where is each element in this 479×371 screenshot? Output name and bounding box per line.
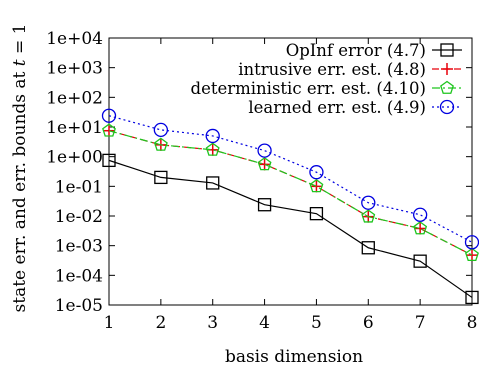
x-tick-label: 6 (363, 313, 374, 333)
data-point (206, 176, 220, 190)
legend-label: OpInf error (4.7) (286, 41, 426, 60)
data-point (257, 157, 272, 171)
data-point (258, 158, 271, 171)
x-tick-label: 1 (104, 313, 115, 333)
series-3 (101, 108, 479, 250)
y-tick-label: 1e+03 (46, 59, 103, 79)
data-point (361, 241, 375, 255)
data-point (154, 170, 168, 185)
data-point (257, 143, 272, 158)
y-axis-label-variable: t (10, 59, 30, 66)
data-point (102, 153, 116, 168)
legend-label: learned err. est. (4.9) (248, 98, 426, 117)
data-point (466, 249, 478, 262)
legend-item: learned err. est. (4.9) (248, 98, 462, 117)
y-axis-label-prefix: state err. and err. bounds at (10, 66, 30, 312)
plot-border (108, 37, 473, 306)
data-point (412, 207, 428, 222)
y-tick-label: 1e-05 (55, 296, 103, 316)
series-line (108, 115, 473, 243)
data-point (103, 124, 115, 137)
x-tick-label: 4 (259, 313, 270, 333)
y-tick-label: 1e-02 (55, 207, 103, 227)
x-tick-label: 3 (207, 313, 218, 333)
series-2 (102, 123, 479, 262)
legend-item: deterministic err. est. (4.10) (191, 79, 462, 98)
legend-label: intrusive err. est. (4.8) (238, 60, 426, 79)
data-point (205, 128, 220, 144)
series-1 (103, 124, 478, 262)
data-point (101, 108, 117, 123)
data-point (153, 122, 169, 138)
legend-marker (440, 80, 454, 94)
data-point (361, 209, 376, 223)
series-line (108, 130, 473, 256)
legend-label: deterministic err. est. (4.10) (191, 79, 426, 98)
data-point (310, 180, 323, 193)
legend-marker (440, 43, 454, 57)
y-tick-label: 1e-03 (55, 237, 103, 257)
y-tick-label: 1e+04 (46, 29, 103, 49)
axes: 1 2 3 4 5 6 7 8 1e-05 1e-04 1e-03 1e-02 1e-01 1e+00 1e… (46, 29, 477, 333)
data-point (102, 123, 116, 137)
data-point (413, 254, 427, 268)
series-layer (101, 108, 479, 305)
x-tick-label: 2 (155, 313, 166, 333)
legend-marker (441, 63, 453, 75)
data-point (257, 198, 272, 212)
y-tick-label: 1e+00 (46, 148, 103, 168)
series-line (108, 159, 473, 298)
data-point (361, 195, 376, 210)
x-tick-label: 5 (311, 313, 322, 333)
legend: OpInf error (4.7)intrusive err. est. (4.… (191, 41, 462, 117)
y-axis-label-suffix: = 1 (10, 24, 30, 60)
data-point (414, 222, 427, 235)
y-tick-label: 1e+01 (46, 118, 103, 138)
plot-frame (108, 37, 473, 306)
data-point (465, 247, 479, 262)
legend-item: OpInf error (4.7) (286, 41, 462, 60)
data-point (205, 142, 220, 156)
x-axis-label: basis dimension (225, 347, 363, 367)
data-point (309, 207, 324, 221)
data-point (309, 165, 324, 180)
legend-marker (439, 99, 455, 115)
y-tick-label: 1e+02 (46, 88, 103, 108)
data-point (153, 137, 168, 151)
y-axis-label: state err. and err. bounds at t = 1 (10, 24, 30, 313)
series-line (108, 130, 473, 256)
series-0 (102, 153, 479, 305)
legend-item: intrusive err. est. (4.8) (238, 60, 462, 79)
y-tick-label: 1e-01 (55, 177, 103, 197)
data-point (309, 179, 324, 193)
data-point (465, 290, 479, 305)
x-tick-label: 7 (415, 313, 426, 333)
x-tick-label: 8 (467, 313, 478, 333)
data-point (413, 221, 428, 235)
y-tick-label: 1e-04 (55, 266, 103, 286)
